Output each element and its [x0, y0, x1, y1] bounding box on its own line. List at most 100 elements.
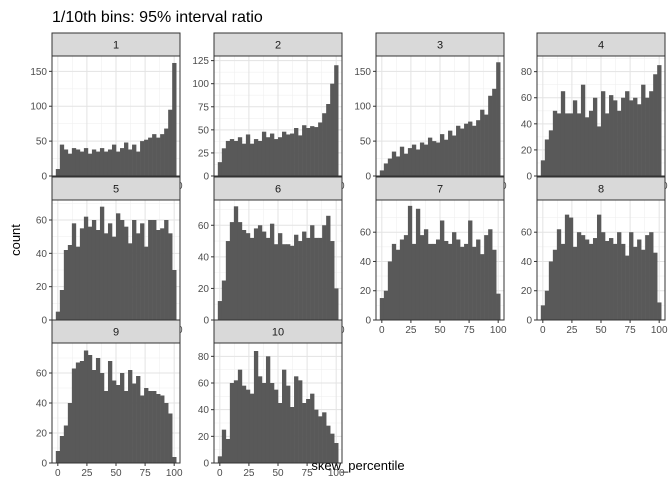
- histogram-bar: [456, 239, 461, 320]
- x-tick-label: 100: [651, 325, 668, 336]
- histogram-bar: [136, 376, 141, 463]
- y-tick-label: 20: [36, 429, 48, 440]
- histogram-bar: [55, 311, 61, 320]
- histogram-bar: [540, 160, 546, 176]
- histogram-bar: [132, 383, 137, 463]
- histogram-bar: [492, 88, 497, 176]
- y-tick-label: 25: [198, 148, 210, 159]
- y-tick-label: 0: [203, 316, 209, 327]
- histogram-bar: [148, 391, 153, 463]
- histogram-bar: [633, 97, 638, 176]
- histogram-bar: [221, 280, 227, 320]
- histogram-bar: [460, 128, 465, 176]
- histogram-bar: [294, 128, 299, 176]
- x-tick-label: 75: [464, 325, 476, 336]
- histogram-bar: [399, 239, 405, 320]
- histogram-bar: [164, 220, 169, 320]
- histogram-bar: [71, 368, 77, 463]
- histogram-bar: [564, 214, 570, 320]
- histogram-bar: [75, 246, 81, 320]
- histogram-bar: [621, 97, 626, 176]
- histogram-bar: [472, 246, 477, 320]
- histogram-bar: [128, 243, 133, 320]
- histogram-bar: [116, 385, 121, 463]
- histogram-bar: [273, 139, 279, 176]
- histogram-bar: [302, 231, 307, 320]
- histogram-bar: [164, 128, 169, 176]
- y-tick-label: 20: [36, 282, 48, 293]
- x-tick-label: 75: [140, 468, 152, 479]
- histogram-bar: [625, 255, 630, 320]
- x-tick-label: 0: [217, 468, 223, 479]
- histogram-bar: [556, 229, 562, 320]
- x-tick-label: 25: [566, 325, 578, 336]
- histogram-bar: [544, 290, 550, 320]
- histogram-bar: [391, 243, 397, 320]
- y-tick-label: 80: [198, 352, 210, 363]
- histogram-bar: [273, 244, 279, 320]
- histogram-bar: [111, 236, 117, 320]
- histogram-bar: [294, 234, 299, 320]
- y-tick-label: 40: [198, 252, 210, 263]
- histogram-bar: [330, 241, 335, 320]
- histogram-bar: [286, 385, 291, 463]
- histogram-bar: [229, 383, 235, 463]
- histogram-bar: [107, 149, 113, 176]
- y-tick-label: 50: [360, 137, 372, 148]
- histogram-bar: [314, 237, 319, 320]
- histogram-bar: [233, 140, 239, 176]
- histogram-bar: [245, 134, 251, 176]
- y-tick-label: 50: [36, 137, 48, 148]
- histogram-bar: [87, 153, 93, 176]
- histogram-bar: [107, 223, 113, 320]
- histogram-bar: [269, 223, 275, 320]
- histogram-bar: [488, 229, 493, 320]
- x-tick-label: 25: [405, 325, 417, 336]
- histogram-bar: [221, 148, 227, 176]
- histogram-bar: [75, 362, 81, 463]
- histogram-bar: [395, 156, 401, 176]
- histogram-bar: [330, 433, 335, 463]
- histogram-bar: [440, 134, 445, 176]
- histogram-bar: [286, 134, 291, 176]
- histogram-bar: [423, 229, 429, 320]
- histogram-bar: [95, 358, 101, 463]
- histogram-bar: [160, 395, 165, 463]
- histogram-bar: [601, 91, 606, 176]
- histogram-bar: [265, 137, 271, 176]
- histogram-bar: [403, 153, 409, 176]
- y-tick-label: 0: [365, 316, 371, 327]
- y-tick-label: 40: [198, 405, 210, 416]
- y-tick-label: 0: [41, 316, 47, 327]
- histogram-bar: [464, 243, 469, 320]
- y-tick-label: 80: [521, 67, 533, 78]
- histogram-bar: [334, 65, 339, 176]
- histogram-bar: [99, 206, 105, 320]
- x-tick-label: 0: [379, 325, 385, 336]
- y-tick-label: 20: [521, 286, 533, 297]
- histogram-bar: [318, 237, 323, 320]
- histogram-bar: [83, 216, 89, 320]
- histogram-bar: [257, 225, 263, 320]
- histogram-bar: [645, 235, 650, 320]
- histogram-bar: [452, 135, 457, 176]
- y-tick-label: 0: [526, 316, 532, 327]
- y-tick-label: 40: [36, 249, 48, 260]
- histogram-bar: [107, 361, 113, 463]
- histogram-bar: [544, 139, 550, 176]
- histogram-bar: [326, 215, 331, 320]
- histogram-bar: [91, 370, 97, 463]
- histogram-bar: [444, 139, 449, 176]
- histogram-bar: [225, 241, 231, 320]
- histogram-bar: [83, 148, 89, 176]
- histogram-bar: [168, 233, 173, 320]
- histogram-bar: [111, 144, 117, 176]
- histogram-bar: [124, 391, 129, 463]
- histogram-bar: [290, 245, 295, 320]
- histogram-bar: [633, 246, 638, 320]
- histogram-bar: [568, 217, 574, 320]
- y-tick-label: 0: [41, 172, 47, 183]
- histogram-bar: [387, 158, 393, 176]
- x-tick-label: 50: [595, 325, 607, 336]
- y-tick-label: 60: [198, 379, 210, 390]
